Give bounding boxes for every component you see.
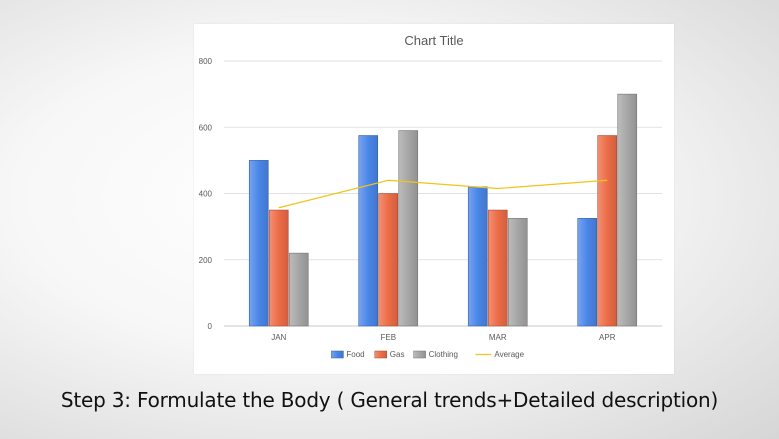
bars: [248, 93, 638, 327]
x-tick-label: FEB: [380, 333, 396, 342]
bar-gas-feb: [378, 193, 399, 327]
bar-chart: Chart Title 0 200 400 600 800 JAN FEB MAR APR F…: [199, 33, 662, 359]
x-axis-ticks: JAN FEB MAR APR: [271, 333, 616, 342]
bar-clothing-mar: [507, 218, 528, 327]
bar-food-feb: [358, 135, 379, 327]
bar-food-apr: [577, 218, 598, 327]
bar-gas-mar: [487, 209, 508, 327]
y-tick-label: 800: [199, 57, 213, 66]
legend-item-food: Food: [331, 350, 365, 359]
y-axis-ticks: 0 200 400 600 800: [199, 57, 213, 331]
x-tick-label: APR: [599, 333, 616, 342]
legend-item-average: Average: [475, 350, 525, 359]
legend: Food Gas Clothing Average: [331, 350, 525, 359]
legend-label: Gas: [390, 350, 405, 359]
x-tick-label: MAR: [489, 333, 507, 342]
legend-item-gas: Gas: [374, 350, 405, 359]
legend-swatch: [331, 350, 344, 359]
slide-caption: Step 3: Formulate the Body ( General tre…: [60, 388, 719, 412]
y-tick-label: 200: [199, 256, 213, 265]
bar-clothing-jan: [288, 252, 309, 327]
average-line: [278, 179, 608, 209]
legend-swatch: [374, 350, 388, 359]
legend-swatch: [413, 350, 426, 359]
x-tick-label: JAN: [271, 333, 286, 342]
legend-label: Food: [346, 350, 364, 359]
legend-label: Average: [494, 350, 524, 359]
bar-clothing-apr: [617, 93, 638, 327]
chart-area: Chart Title 0 200 400 600 800 JAN FEB MAR APR F…: [194, 24, 674, 374]
legend-label: Clothing: [429, 350, 458, 359]
chart-title: Chart Title: [404, 33, 463, 48]
y-tick-label: 0: [208, 322, 213, 331]
y-tick-label: 600: [199, 123, 213, 132]
bar-clothing-feb: [398, 130, 419, 327]
average-line-layer: [278, 179, 608, 209]
bar-food-mar: [467, 186, 488, 327]
legend-item-clothing: Clothing: [413, 350, 458, 359]
bar-gas-jan: [268, 209, 289, 327]
bar-food-jan: [248, 160, 269, 327]
bar-gas-apr: [597, 135, 618, 327]
y-tick-label: 400: [199, 190, 213, 199]
